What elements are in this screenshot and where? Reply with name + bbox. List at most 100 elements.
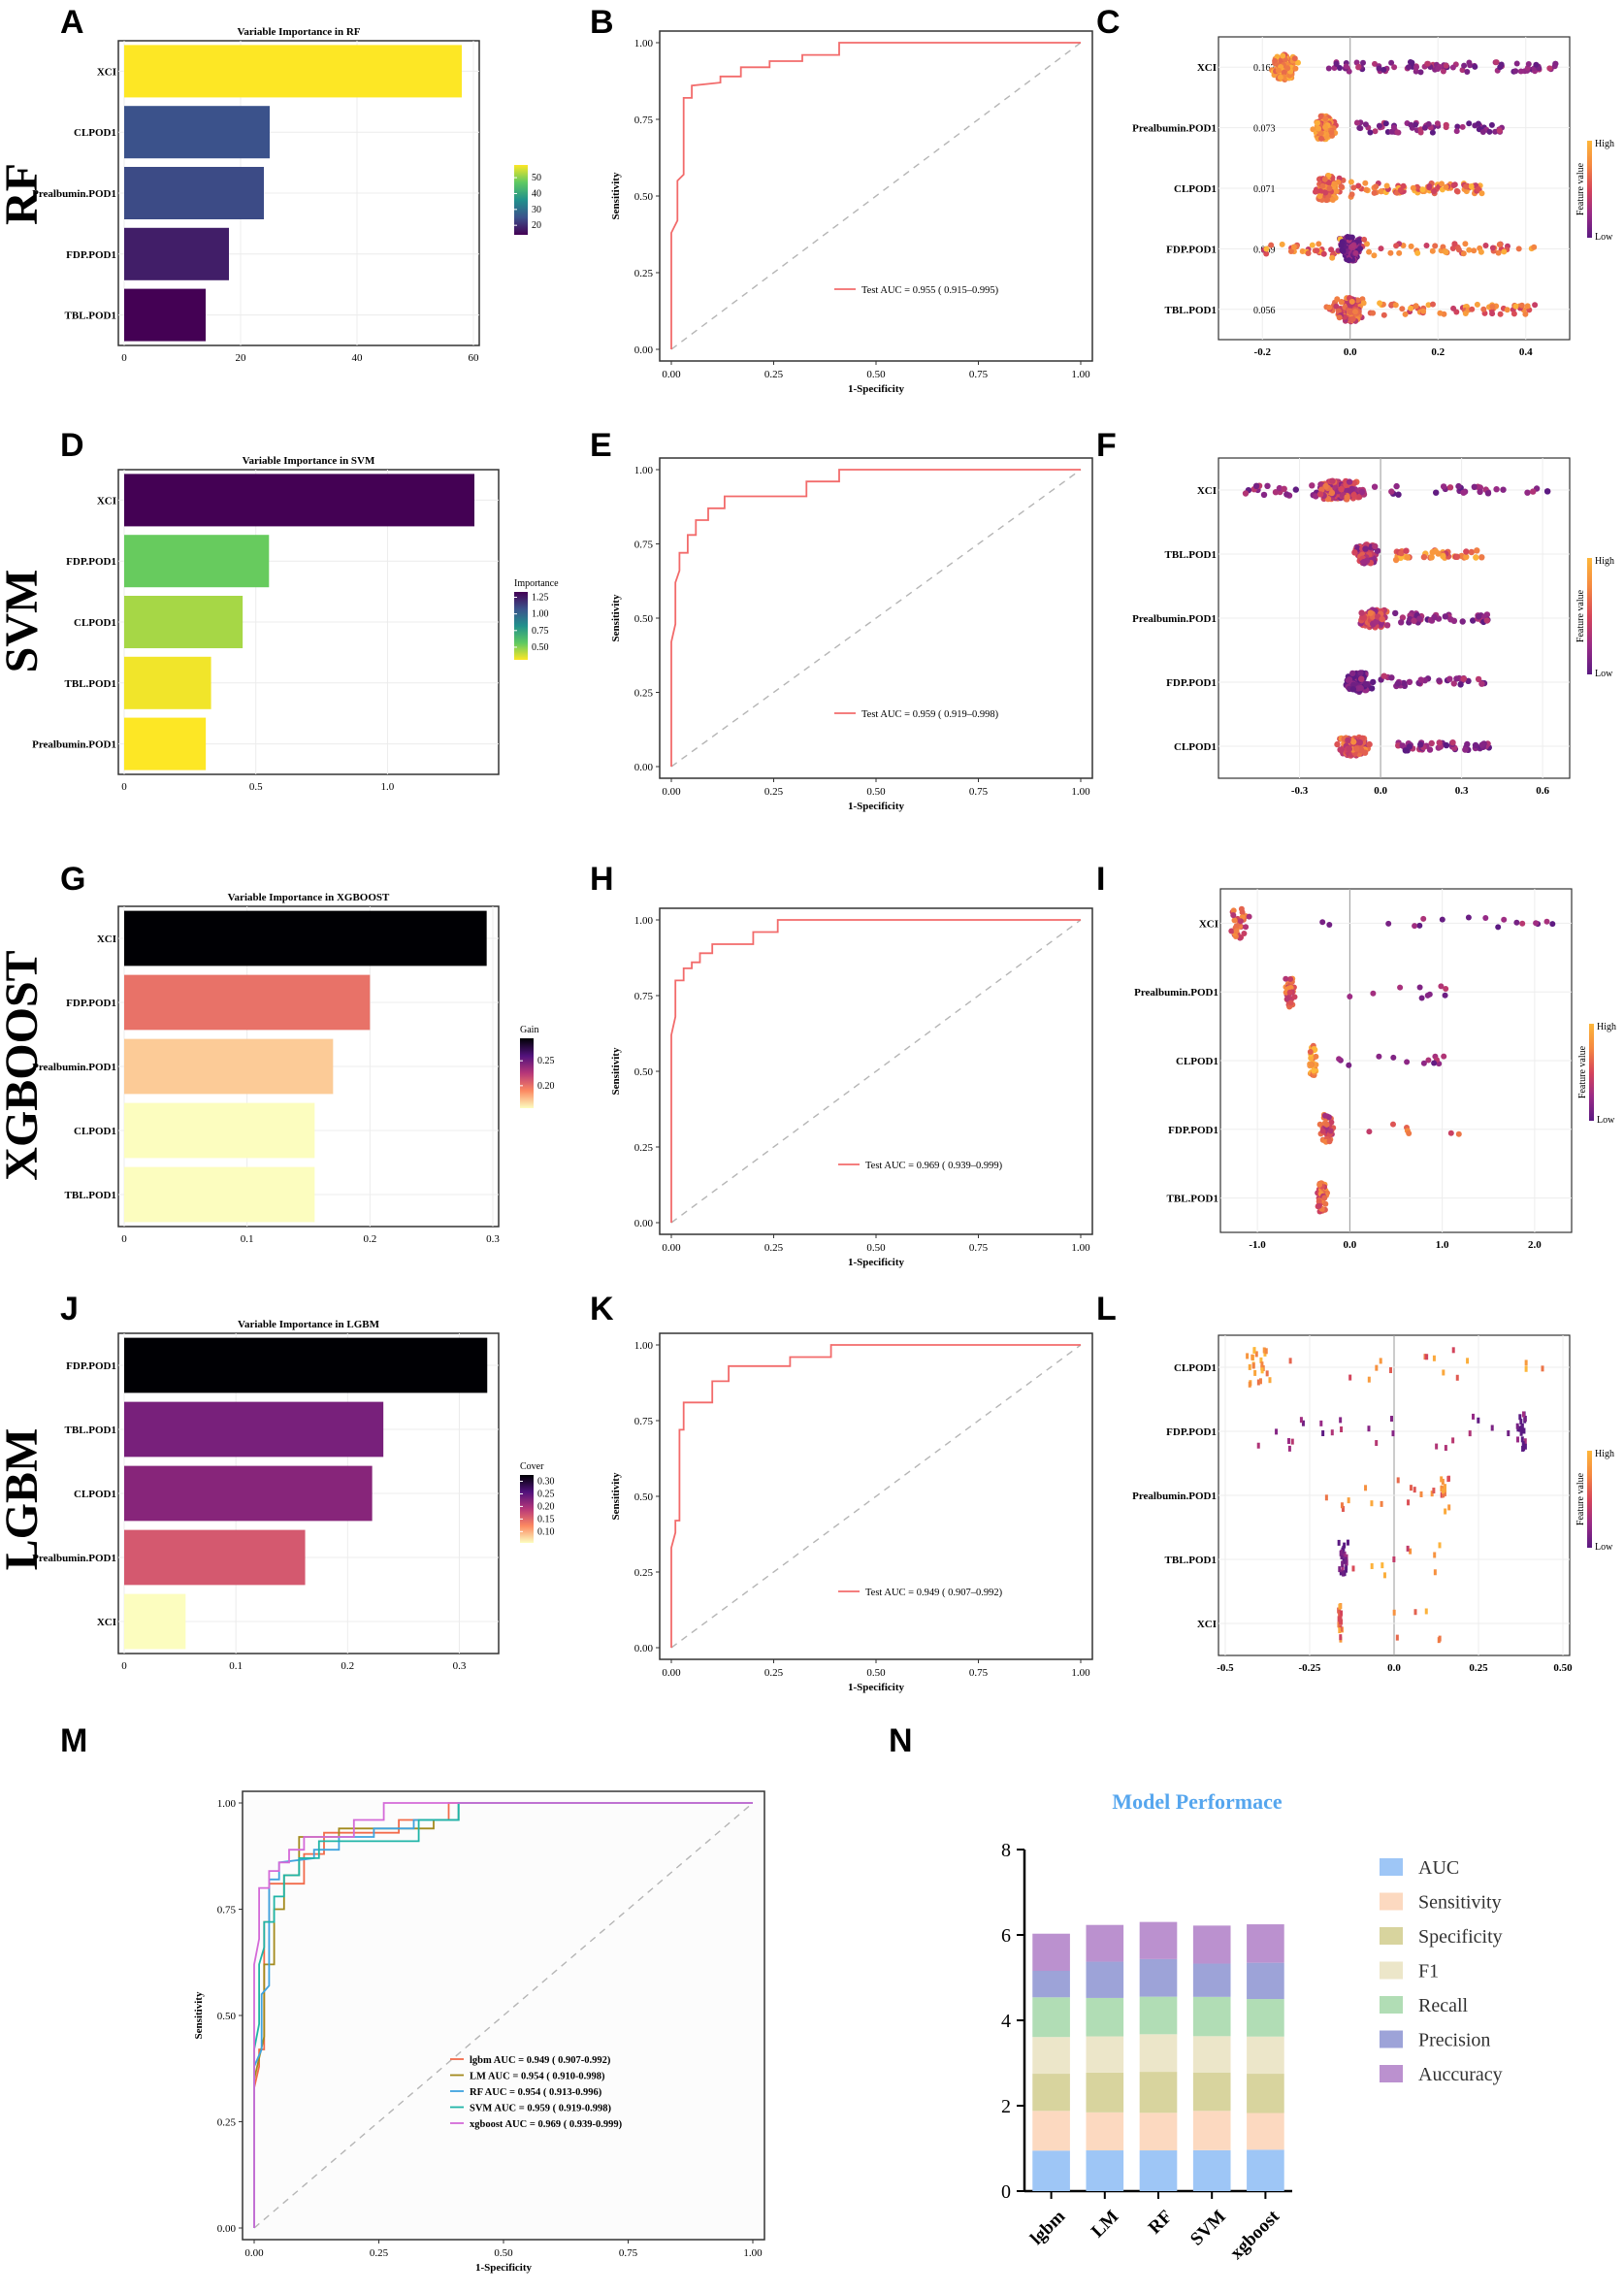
shap-point (1466, 246, 1473, 253)
legend-label: Test AUC = 0.969 ( 0.939–0.999) (865, 1161, 1003, 1171)
colorbar-tick-label: 0.50 (532, 642, 549, 653)
shap-point (1430, 301, 1436, 308)
shap-point (1335, 308, 1342, 314)
x-tick-label: 0.25 (370, 2247, 389, 2259)
legend-title: Feature value (1575, 162, 1586, 215)
y-tick-label: XCI (1199, 918, 1218, 930)
shap-point (1406, 1545, 1410, 1552)
legend-low-label: Low (1595, 669, 1613, 679)
x-tick-label: 0.50 (866, 1667, 886, 1679)
shap-point (1479, 129, 1486, 135)
shap-point (1242, 490, 1250, 497)
shap-point (1252, 1347, 1256, 1354)
shap-point (1349, 686, 1357, 693)
shap-point (1521, 1441, 1525, 1448)
shap-point (1489, 304, 1496, 310)
shap-point (1442, 1491, 1445, 1498)
importance-chart-j: 0 0.1 0.2 0.3 Variable Importance in LGBM FDP… (32, 1319, 500, 1672)
y-tick-label: TBL.POD1 (1165, 1555, 1217, 1566)
shap-point (1252, 482, 1260, 489)
shap-point (1346, 1539, 1349, 1546)
shap-point (1392, 1556, 1396, 1562)
importance-bar (124, 166, 264, 220)
shap-point (1432, 1488, 1436, 1494)
x-tick-label: 0.25 (764, 1242, 784, 1254)
shap-point (1322, 482, 1329, 490)
legend-label-svm: SVM AUC = 0.959 ( 0.919-0.998) (470, 2104, 611, 2114)
shap-point (1336, 1056, 1343, 1063)
shap-point (1338, 485, 1345, 493)
shap-point (1443, 1490, 1446, 1496)
shap-point (1315, 1202, 1322, 1209)
shap-point (1309, 242, 1315, 248)
x-tick-label: 0.75 (969, 1667, 989, 1679)
shap-point (1512, 303, 1519, 310)
shap-point (1239, 909, 1246, 916)
importance-chart-d: 0 0.5 1.0 Variable Importance in SVM XCI FDP.… (32, 455, 500, 793)
stacked-segment-precision (1086, 1961, 1124, 1998)
shap-point (1279, 241, 1285, 247)
shap-point (1291, 994, 1298, 1000)
shap-point (1408, 121, 1414, 128)
shap-point (1441, 1478, 1445, 1485)
shap-point (1336, 314, 1343, 321)
shap-point (1392, 609, 1399, 617)
y-tick-label: CLPOD1 (1174, 741, 1217, 753)
x-tick-label: 0.2 (363, 1233, 376, 1245)
y-tick-label: XCI (1197, 62, 1217, 74)
roc-chart-m: 0.00 0.00 0.25 0.25 0.50 0.50 0.75 0.75 1.00 1.00… (193, 1790, 765, 2274)
shap-point (1388, 488, 1395, 495)
shap-point (1290, 1438, 1294, 1445)
shap-point (1262, 1347, 1266, 1354)
panel-letter-a: A (60, 4, 84, 41)
shap-point (1305, 250, 1312, 256)
colorbar (514, 165, 528, 235)
shap-point (1385, 920, 1392, 927)
shap-point (1438, 1635, 1442, 1642)
shap-point (1450, 182, 1457, 188)
roc-curve-xgboost (253, 1802, 753, 2228)
stacked-segment-auccuracy (1192, 1925, 1231, 1964)
stacked-segment-precision (1139, 1958, 1178, 1997)
shap-point (1414, 249, 1421, 256)
shap-point (1468, 548, 1476, 556)
x-tick-label: 0 (121, 1233, 127, 1245)
colorbar-legend-g: Gain 0.25 0.20 (520, 1025, 555, 1108)
roc-curve (670, 919, 1081, 1223)
x-tick-label: 0.00 (662, 369, 681, 380)
shap-point (1446, 675, 1453, 682)
stacked-segment-auc (1192, 2149, 1231, 2191)
legend-swatch-f1 (1380, 1961, 1403, 1980)
shap-point (1409, 1485, 1413, 1491)
stacked-segment-recall (1032, 1997, 1070, 2038)
shap-point (1342, 1557, 1346, 1564)
shap-point (1443, 183, 1449, 190)
shap-point (1322, 189, 1329, 196)
colorbar-tick-label: 20 (532, 220, 541, 231)
shap-point (1281, 69, 1287, 76)
shap-point (1328, 129, 1335, 136)
shap-point (1346, 745, 1353, 753)
shap-point (1383, 182, 1390, 189)
shap-point (1524, 303, 1531, 310)
legend-label-recall: Recall (1418, 1995, 1469, 2016)
shap-point (1495, 249, 1502, 256)
row-label-lgbm: LGBM (0, 1428, 48, 1571)
shap-point (1320, 250, 1327, 257)
shap-chart-c: -0.2 0.0 0.2 0.4 XCI 0.167 Prealbumin.POD1 0.07… (1132, 36, 1571, 358)
shap-point (1337, 1607, 1341, 1614)
shap-point (1329, 477, 1336, 484)
shap-point (1321, 1112, 1328, 1119)
shap-point (1524, 1365, 1528, 1372)
x-tick-label: 0.00 (662, 1242, 681, 1254)
shap-point (1492, 128, 1499, 135)
colorbar-legend-j: Cover 0.30 0.25 0.20 0.15 0.10 (520, 1461, 555, 1543)
shap-point (1281, 485, 1287, 492)
y-axis-label: Sensitivity (610, 594, 622, 641)
x-tick-label: 1.00 (1071, 369, 1090, 380)
shap-point (1373, 618, 1380, 625)
legend-label-lgbm: lgbm AUC = 0.949 ( 0.907-0.992) (470, 2055, 611, 2066)
y-tick-label: 1.00 (634, 465, 654, 476)
shap-point (1333, 188, 1340, 194)
shap-point (1460, 675, 1468, 682)
